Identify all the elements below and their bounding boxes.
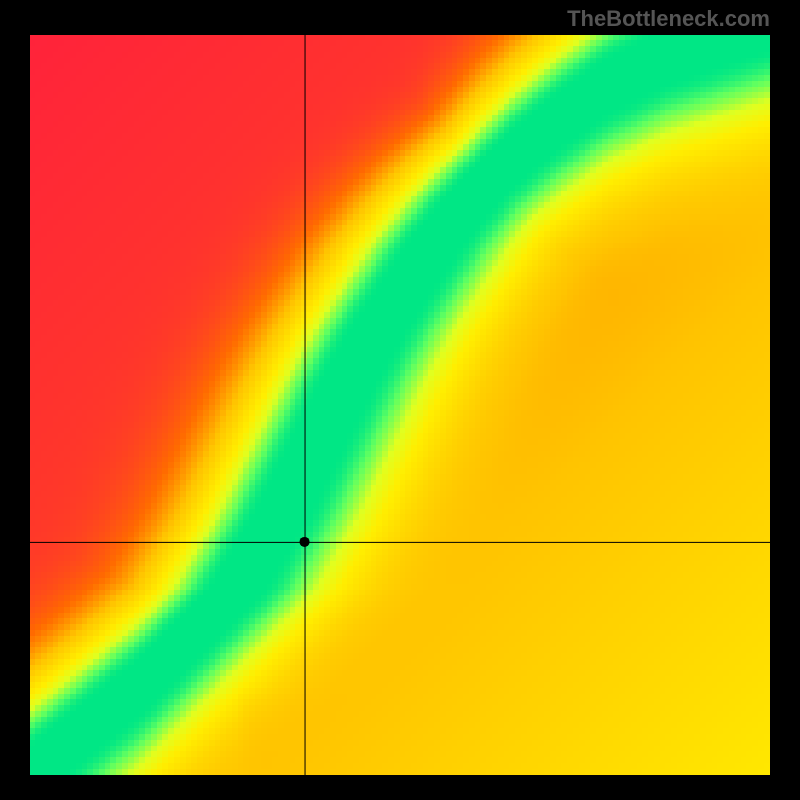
heatmap-plot	[30, 35, 770, 775]
chart-container: TheBottleneck.com	[0, 0, 800, 800]
watermark-text: TheBottleneck.com	[567, 6, 770, 32]
heatmap-canvas	[30, 35, 770, 775]
